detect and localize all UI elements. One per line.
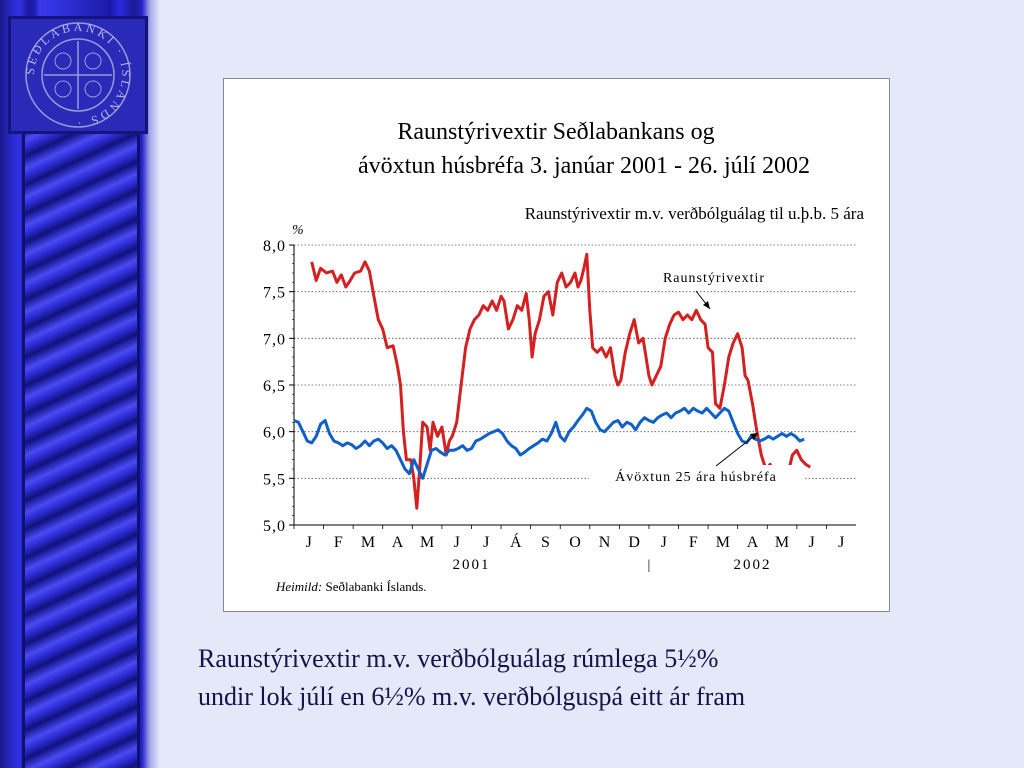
annotation-bg-1 bbox=[634, 265, 784, 287]
x-tick-label: F bbox=[689, 534, 698, 551]
annotation-bg-2 bbox=[589, 465, 804, 487]
slide-caption: Raunstýrivextir m.v. verðbólguálag rúmle… bbox=[198, 640, 998, 716]
decorative-sidebar: SEÐLABANKI · ÍSLANDS · bbox=[0, 0, 160, 768]
line-chart: Raunstýrivextir Seðlabankans og ávöxtun … bbox=[263, 119, 865, 594]
rope-ornament bbox=[22, 130, 140, 768]
gridlines bbox=[294, 244, 856, 479]
annotation-arrow-2 bbox=[715, 432, 759, 467]
chart-title-line1: Raunstýrivextir Seðlabankans og bbox=[397, 119, 714, 145]
chart-source: Heimild: Seðlabanki Íslands. bbox=[275, 579, 427, 594]
x-tick-label: M bbox=[361, 534, 375, 551]
x-tick-label: S bbox=[541, 534, 550, 551]
x-tick-label: A bbox=[392, 534, 404, 551]
y-tick-label: 5,5 bbox=[263, 471, 286, 488]
x-tick-label: A bbox=[747, 534, 759, 551]
caption-line-2: undir lok júlí en 6½% m.v. verðbólguspá … bbox=[198, 682, 746, 711]
y-tick-label: 7,0 bbox=[263, 331, 286, 348]
year-label-2002: 2002 bbox=[733, 557, 771, 573]
x-tick-label: N bbox=[599, 534, 611, 551]
central-bank-seal-logo: SEÐLABANKI · ÍSLANDS · bbox=[23, 20, 131, 130]
series-line-bond-yield bbox=[293, 406, 805, 480]
y-tick-label: 7,5 bbox=[263, 285, 286, 302]
series-line-real-rate bbox=[310, 252, 811, 510]
x-tick-label: F bbox=[334, 534, 343, 551]
chart-panel: Raunstýrivextir Seðlabankans og ávöxtun … bbox=[223, 78, 890, 612]
x-tick-label: D bbox=[628, 534, 640, 551]
y-tick-label: 8,0 bbox=[263, 238, 286, 255]
x-tick-label: O bbox=[569, 534, 581, 551]
y-axis-ticks: 8,0 7,5 7,0 6,5 6,0 5,5 5,0 bbox=[263, 238, 856, 535]
x-tick-label: J bbox=[838, 534, 844, 551]
annotation-bond-yield: Ávöxtun 25 ára húsbréfa bbox=[615, 468, 777, 485]
series-lines bbox=[293, 252, 811, 510]
y-tick-label: 5,0 bbox=[263, 518, 286, 535]
caption-line-1: Raunstýrivextir m.v. verðbólguálag rúmle… bbox=[198, 644, 719, 673]
annotation-arrowhead-1 bbox=[703, 301, 710, 309]
source-label: Heimild: bbox=[275, 579, 322, 594]
x-tick-label: M bbox=[420, 534, 434, 551]
x-tick-label: M bbox=[775, 534, 789, 551]
source-value: Seðlabanki Íslands. bbox=[322, 579, 426, 594]
x-tick-label: M bbox=[716, 534, 730, 551]
x-tick-label: J bbox=[809, 534, 815, 551]
chart-title-line2: ávöxtun húsbréfa 3. janúar 2001 - 26. jú… bbox=[358, 153, 810, 179]
x-tick-label: J bbox=[454, 534, 460, 551]
y-tick-label: 6,5 bbox=[263, 378, 286, 395]
x-tick-label: J bbox=[306, 534, 312, 551]
logo-box: SEÐLABANKI · ÍSLANDS · bbox=[8, 16, 148, 134]
year-separator: | bbox=[648, 558, 651, 573]
x-tick-label: J bbox=[661, 534, 667, 551]
x-tick-label: Á bbox=[510, 532, 522, 551]
chart-subtitle: Raunstýrivextir m.v. verðbólguálag til u… bbox=[525, 204, 865, 223]
y-tick-label: 6,0 bbox=[263, 425, 286, 442]
x-tick-label: J bbox=[483, 534, 489, 551]
annotation-arrowhead-2 bbox=[750, 433, 758, 440]
y-axis-unit-label: % bbox=[292, 223, 304, 238]
annotation-real-rate: Raunstýrivextir bbox=[663, 271, 765, 286]
year-label-2001: 2001 bbox=[452, 557, 490, 573]
